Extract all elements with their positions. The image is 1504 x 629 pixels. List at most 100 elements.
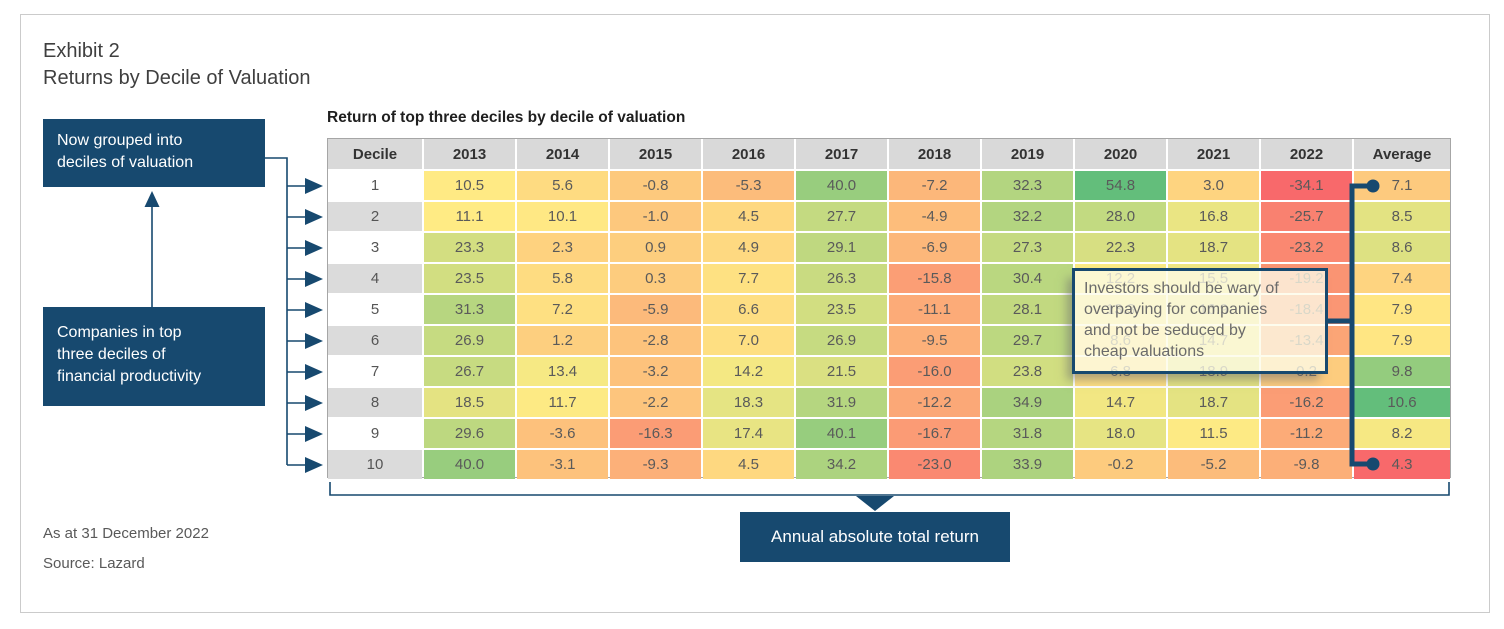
value-cell: 11.5: [1168, 419, 1259, 448]
value-cell: -9.8: [1261, 450, 1352, 479]
value-cell: 18.3: [703, 388, 794, 417]
col-header-2021: 2021: [1168, 139, 1259, 169]
value-cell: 40.0: [796, 171, 887, 200]
value-cell: -16.7: [889, 419, 980, 448]
value-cell: 7.7: [703, 264, 794, 293]
value-cell: 28.1: [982, 295, 1073, 324]
value-cell: 31.9: [796, 388, 887, 417]
average-cell: 8.6: [1354, 233, 1450, 262]
callout-companies-box: Companies in top three deciles of financ…: [43, 307, 265, 406]
value-cell: 29.1: [796, 233, 887, 262]
col-header-2020: 2020: [1075, 139, 1166, 169]
value-cell: 11.1: [424, 202, 515, 231]
value-cell: 26.9: [424, 326, 515, 355]
decile-label: 5: [328, 295, 422, 324]
value-cell: 34.9: [982, 388, 1073, 417]
decile-label: 7: [328, 357, 422, 386]
value-cell: 23.5: [796, 295, 887, 324]
value-cell: 5.8: [517, 264, 608, 293]
value-cell: 4.5: [703, 202, 794, 231]
decile-label: 10: [328, 450, 422, 479]
decile-label: 8: [328, 388, 422, 417]
value-cell: 54.8: [1075, 171, 1166, 200]
value-cell: -4.9: [889, 202, 980, 231]
value-cell: -34.1: [1261, 171, 1352, 200]
value-cell: 6.6: [703, 295, 794, 324]
average-cell: 7.4: [1354, 264, 1450, 293]
value-cell: 26.9: [796, 326, 887, 355]
decile-label: 1: [328, 171, 422, 200]
value-cell: 18.5: [424, 388, 515, 417]
exhibit-label: Exhibit 2: [43, 40, 120, 62]
value-cell: 3.0: [1168, 171, 1259, 200]
col-header-2019: 2019: [982, 139, 1073, 169]
average-cell: 10.6: [1354, 388, 1450, 417]
table-caption: Return of top three deciles by decile of…: [327, 109, 686, 126]
value-cell: -6.9: [889, 233, 980, 262]
value-cell: 7.2: [517, 295, 608, 324]
value-cell: -5.2: [1168, 450, 1259, 479]
value-cell: -16.2: [1261, 388, 1352, 417]
value-cell: 33.9: [982, 450, 1073, 479]
value-cell: -16.3: [610, 419, 701, 448]
value-cell: 11.7: [517, 388, 608, 417]
value-cell: 27.3: [982, 233, 1073, 262]
value-cell: -16.0: [889, 357, 980, 386]
value-cell: 40.1: [796, 419, 887, 448]
value-cell: -25.7: [1261, 202, 1352, 231]
value-cell: 2.3: [517, 233, 608, 262]
value-cell: 1.2: [517, 326, 608, 355]
col-header-2014: 2014: [517, 139, 608, 169]
average-cell: 7.1: [1354, 171, 1450, 200]
value-cell: 13.4: [517, 357, 608, 386]
decile-label: 6: [328, 326, 422, 355]
value-cell: -1.0: [610, 202, 701, 231]
value-cell: 7.0: [703, 326, 794, 355]
value-cell: 4.9: [703, 233, 794, 262]
value-cell: 31.8: [982, 419, 1073, 448]
value-cell: -11.2: [1261, 419, 1352, 448]
value-cell: 31.3: [424, 295, 515, 324]
value-cell: -23.2: [1261, 233, 1352, 262]
value-cell: -7.2: [889, 171, 980, 200]
value-cell: 23.8: [982, 357, 1073, 386]
value-cell: 40.0: [424, 450, 515, 479]
col-header-2017: 2017: [796, 139, 887, 169]
value-cell: -5.9: [610, 295, 701, 324]
as-at-date: As at 31 December 2022: [43, 525, 209, 542]
value-cell: 27.7: [796, 202, 887, 231]
decile-label: 9: [328, 419, 422, 448]
col-header-average: Average: [1354, 139, 1450, 169]
value-cell: -0.8: [610, 171, 701, 200]
col-header-2013: 2013: [424, 139, 515, 169]
value-cell: -3.2: [610, 357, 701, 386]
col-header-2015: 2015: [610, 139, 701, 169]
value-cell: 23.3: [424, 233, 515, 262]
average-cell: 4.3: [1354, 450, 1450, 479]
value-cell: 32.2: [982, 202, 1073, 231]
value-cell: 5.6: [517, 171, 608, 200]
value-cell: -2.2: [610, 388, 701, 417]
col-header-2016: 2016: [703, 139, 794, 169]
average-cell: 8.5: [1354, 202, 1450, 231]
value-cell: -2.8: [610, 326, 701, 355]
value-cell: -9.5: [889, 326, 980, 355]
value-cell: 26.7: [424, 357, 515, 386]
value-cell: 34.2: [796, 450, 887, 479]
value-cell: -15.8: [889, 264, 980, 293]
value-cell: -3.1: [517, 450, 608, 479]
annual-return-box: Annual absolute total return: [740, 512, 1010, 562]
value-cell: -9.3: [610, 450, 701, 479]
value-cell: -3.6: [517, 419, 608, 448]
value-cell: 26.3: [796, 264, 887, 293]
value-cell: 0.9: [610, 233, 701, 262]
col-header-2018: 2018: [889, 139, 980, 169]
value-cell: 10.5: [424, 171, 515, 200]
value-cell: 14.2: [703, 357, 794, 386]
value-cell: 28.0: [1075, 202, 1166, 231]
value-cell: 32.3: [982, 171, 1073, 200]
value-cell: 0.3: [610, 264, 701, 293]
value-cell: -23.0: [889, 450, 980, 479]
value-cell: 4.5: [703, 450, 794, 479]
